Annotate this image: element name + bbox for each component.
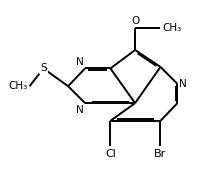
Text: Cl: Cl (105, 149, 116, 159)
Text: Br: Br (154, 149, 167, 159)
Text: O: O (131, 16, 139, 26)
Text: N: N (76, 105, 84, 115)
Text: S: S (40, 64, 47, 74)
Text: N: N (179, 79, 187, 89)
Text: CH₃: CH₃ (9, 81, 28, 91)
Text: CH₃: CH₃ (162, 23, 181, 33)
Text: N: N (76, 57, 84, 67)
